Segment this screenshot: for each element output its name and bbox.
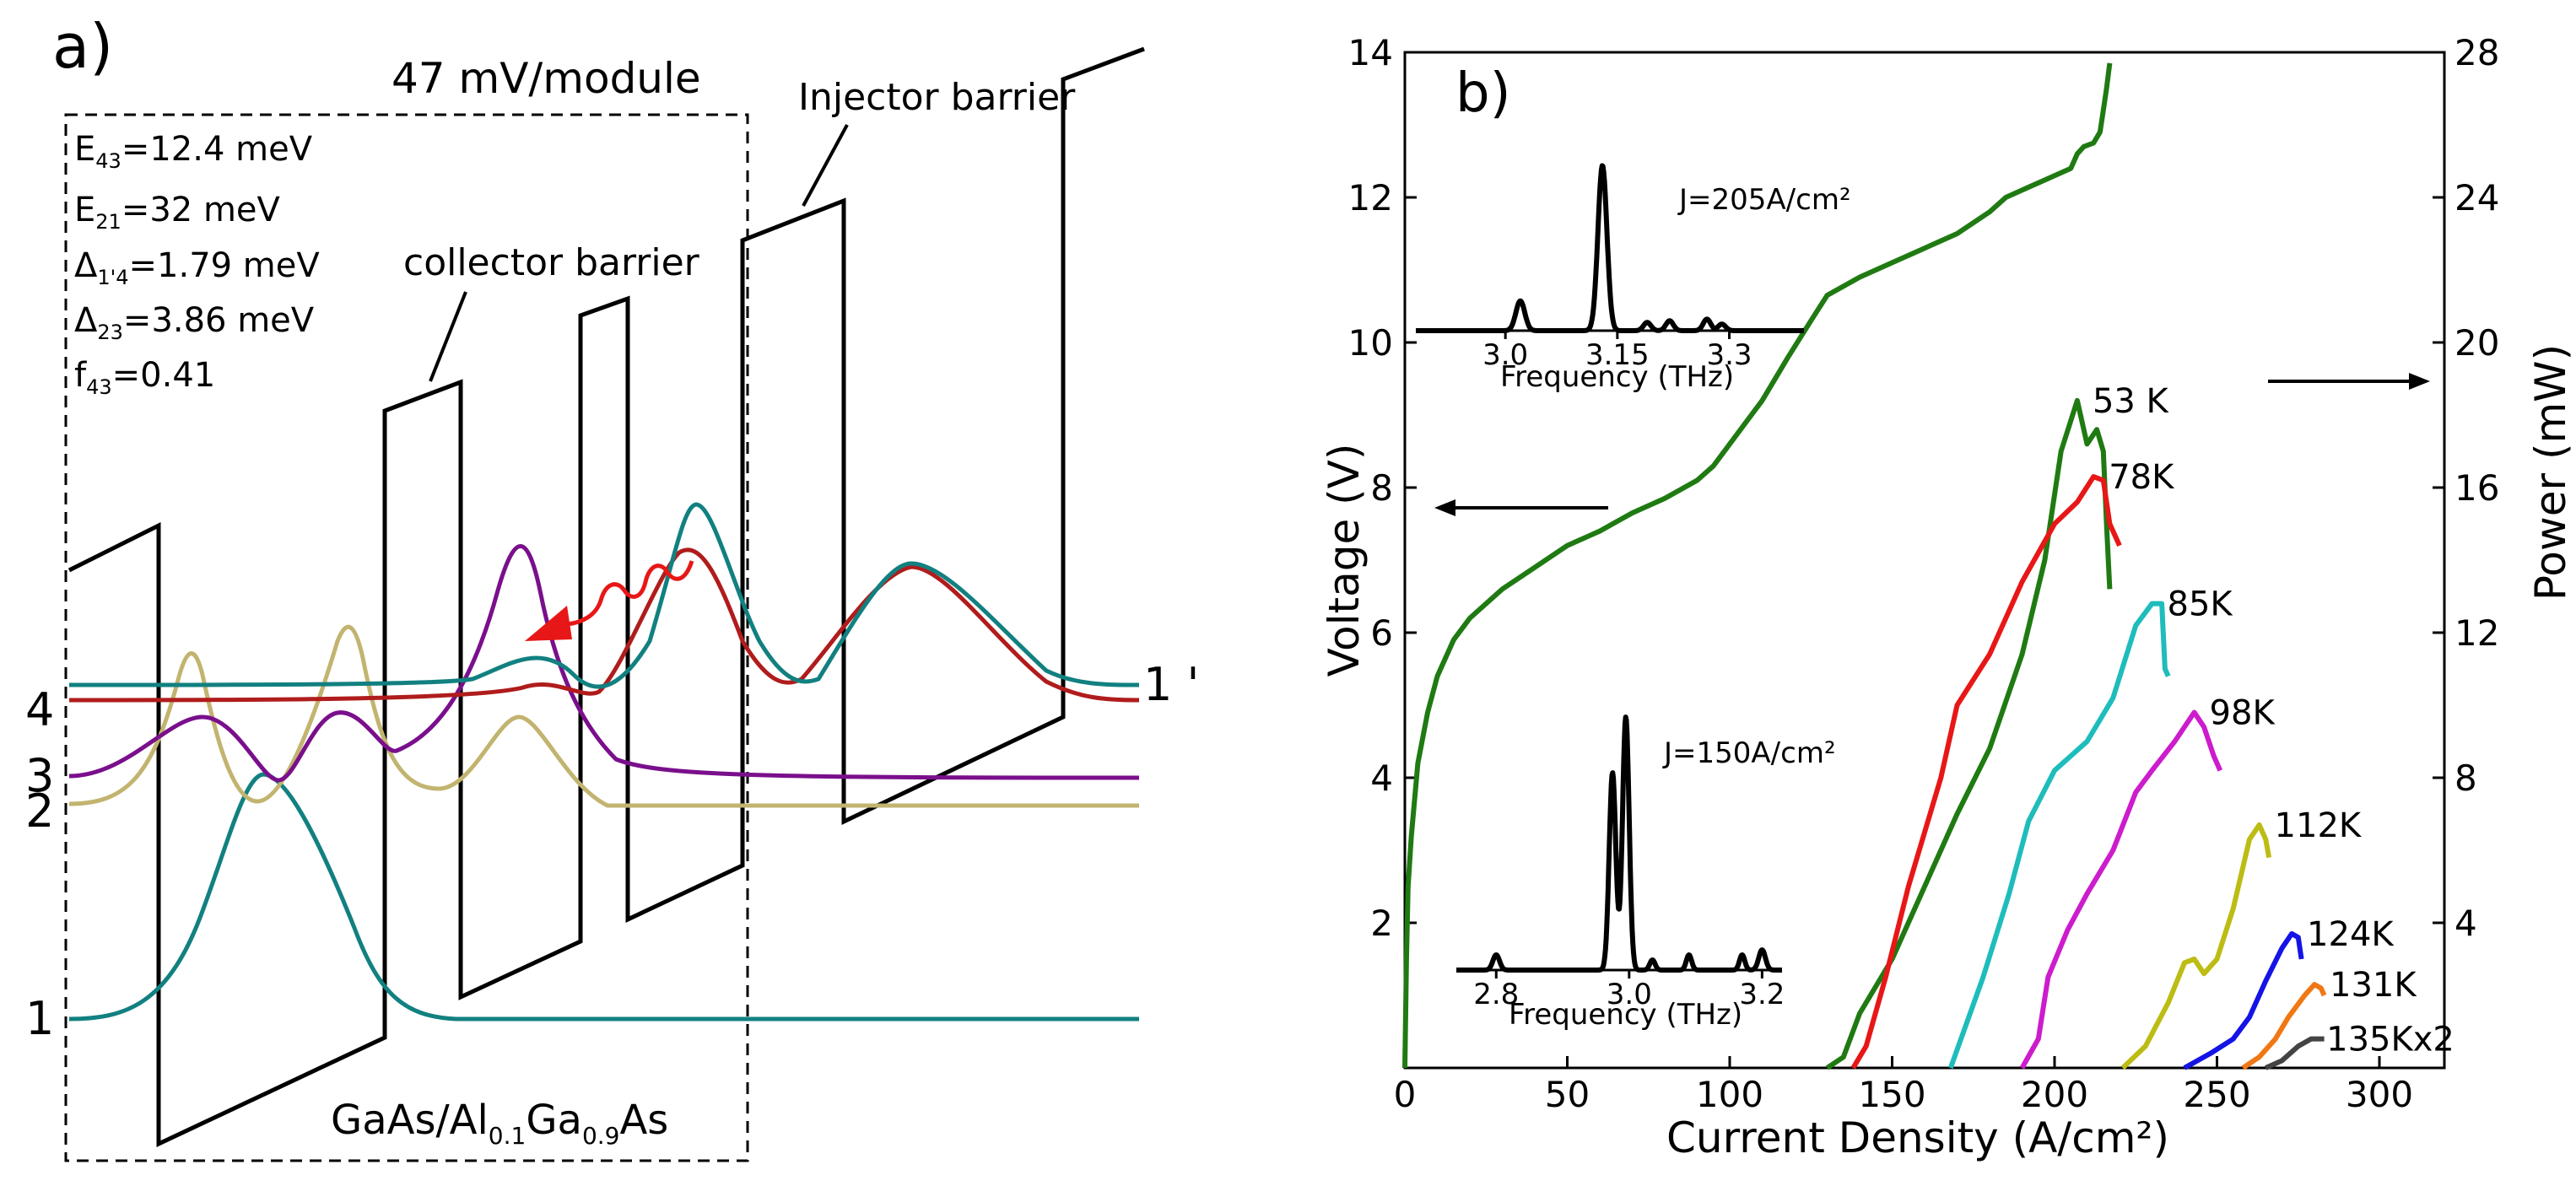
level-label-3: 3 (25, 749, 54, 802)
power-curve-131k (2241, 982, 2327, 1070)
bias-label: 47 mV/module (392, 54, 701, 103)
collector-barrier-label: collector barrier (403, 241, 700, 284)
voltage-axis-arrow-head (1434, 499, 1455, 516)
inset-spectrum-0 (1413, 163, 1806, 333)
spectrum-inset-150: J=150A/cm² 2.8 3.0 3.2 Frequency (THz) (1454, 714, 1836, 1032)
inset-xlabel-150: Frequency (THz) (1509, 998, 1742, 1032)
current-tick-label: 150 (1858, 1074, 1925, 1115)
power-series-label-98k: 98K (2210, 694, 2276, 733)
y2-axis-label: Power (mW) (2526, 344, 2575, 601)
parameter-list: E43=12.4 meV E21=32 meV Δ1'4=1.79 meV Δ2… (74, 130, 320, 399)
panel-a-band-diagram: a) 47 mV/module E43=12.4 meV E21=32 meV … (25, 11, 1199, 1162)
injector-barrier-label: Injector barrier (798, 76, 1076, 119)
param-e43: E43=12.4 meV (74, 130, 313, 173)
wavefunction-3 (68, 544, 1140, 783)
panel-a-label: a) (52, 11, 113, 82)
plot-frame (1403, 51, 2446, 1070)
power-curve-98k (2019, 709, 2223, 1070)
collector-barrier-pointer (429, 291, 467, 382)
module-box (64, 113, 749, 1162)
wavefunction-1 (68, 772, 1139, 1022)
voltage-axis-ticks: 2 4 6 8 10 12 14 (1348, 32, 1417, 944)
series-labels: 53 K 78K 85K 98K 112K 124K 131K 135Kx2 (2093, 382, 2454, 1059)
power-curve-112k (2120, 822, 2272, 1070)
power-axis-arrow-head (2409, 373, 2430, 390)
inset-tick-label: 3.15 (1585, 338, 1650, 372)
inset-tick-label: 3.0 (1482, 338, 1528, 372)
inset-tick-label: 3.2 (1739, 978, 1785, 1011)
inset-tick-label: 3.0 (1607, 978, 1652, 1011)
injector-barrier-pointer (802, 124, 849, 207)
inset-xlabel-205: Frequency (THz) (1500, 360, 1734, 394)
current-tick-label: 0 (1394, 1074, 1417, 1115)
power-curve-53k (1825, 397, 2113, 1070)
inset-spectrum-1 (1454, 714, 1785, 973)
power-curve-124k (2183, 930, 2304, 1070)
power-curve-85k (1947, 601, 2171, 1070)
voltage-tick-label: 10 (1348, 322, 1393, 364)
power-tick-label: 24 (2454, 177, 2499, 218)
power-tick-label: 16 (2454, 467, 2499, 509)
material-label: GaAs/Al0.1Ga0.9As (331, 1097, 668, 1150)
power-tick-label: 20 (2454, 322, 2499, 364)
wavefunction-1-prime (68, 502, 1140, 689)
current-tick-label: 300 (2346, 1074, 2413, 1115)
power-series-label-135kx2: 135Kx2 (2326, 1021, 2454, 1059)
param-e21: E21=32 meV (74, 191, 281, 234)
power-series-label-78k: 78K (2109, 458, 2175, 497)
x-axis-label: Current Density (A/cm²) (1666, 1113, 2169, 1162)
voltage-tick-label: 14 (1348, 32, 1393, 73)
level-label-4: 4 (25, 683, 54, 736)
power-tick-label: 8 (2454, 757, 2477, 799)
inset-tick-label: 3.3 (1706, 338, 1752, 372)
param-delta23: Δ23=3.86 meV (74, 301, 315, 344)
power-series-label-112k: 112K (2275, 806, 2363, 845)
photon-arrow-head (525, 606, 572, 641)
current-tick-label: 50 (1545, 1074, 1590, 1115)
inset-tick-label: 2.8 (1473, 978, 1519, 1011)
power-curve-78k (1850, 474, 2122, 1070)
voltage-curve (1402, 62, 2113, 1069)
power-series-label-53k: 53 K (2093, 382, 2170, 421)
power-series-label-124k: 124K (2307, 915, 2395, 954)
voltage-tick-label: 12 (1348, 177, 1393, 218)
voltage-tick-label: 4 (1370, 757, 1393, 799)
current-tick-label: 100 (1696, 1074, 1763, 1115)
wavefunction-2 (68, 624, 1139, 808)
power-curve-135kx2 (2265, 1036, 2325, 1070)
level-label-1: 1 (25, 992, 54, 1045)
level-label-2: 2 (25, 784, 54, 838)
series-group (1402, 62, 2327, 1070)
current-axis-ticks: 0 50 100 150 200 250 300 (1394, 1056, 2413, 1115)
y-axis-label: Voltage (V) (1320, 444, 1369, 677)
power-series-label-85k: 85K (2168, 585, 2234, 624)
spectrum-inset-205: J=205A/cm² 3.0 3.15 3.3 Frequency (THz) (1413, 163, 1851, 394)
photon-wavy-line (566, 560, 694, 627)
param-delta14: Δ1'4=1.79 meV (74, 246, 320, 289)
param-f43: f43=0.41 (74, 356, 215, 399)
power-axis-ticks: 4 8 12 16 20 24 28 (2433, 32, 2499, 944)
level-label-1-prime: 1 ' (1143, 658, 1199, 711)
inset-title-150: J=150A/cm² (1662, 736, 1836, 770)
current-tick-label: 250 (2183, 1074, 2250, 1115)
panel-b-label: b) (1455, 62, 1511, 125)
power-tick-label: 28 (2454, 32, 2499, 73)
power-tick-label: 12 (2454, 612, 2499, 654)
voltage-tick-label: 2 (1370, 903, 1393, 944)
voltage-tick-label: 8 (1370, 467, 1393, 509)
wavefunction-4 (68, 547, 1140, 703)
power-series-label-131k: 131K (2330, 966, 2417, 1005)
power-tick-label: 4 (2454, 903, 2477, 944)
current-tick-label: 200 (2021, 1074, 2088, 1115)
voltage-tick-label: 6 (1370, 612, 1393, 654)
inset-title-205: J=205A/cm² (1677, 183, 1851, 217)
